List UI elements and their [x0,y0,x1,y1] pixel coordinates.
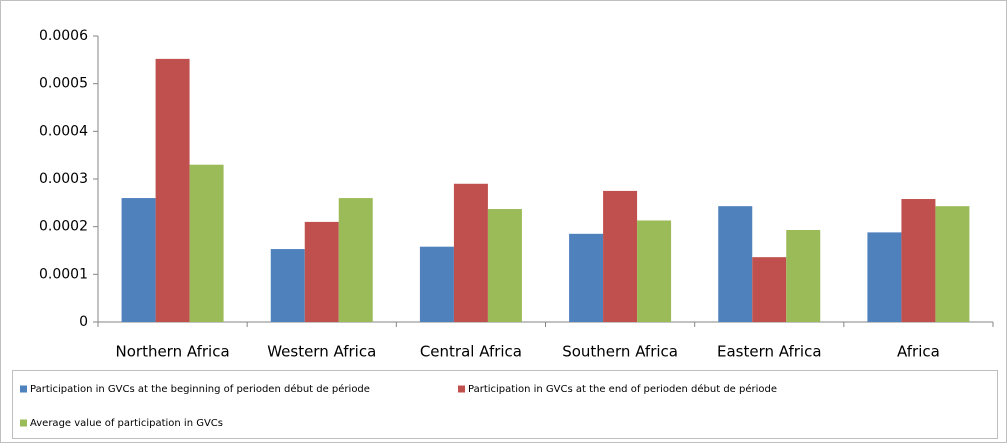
bar [637,220,672,322]
legend-swatch [458,385,465,393]
bar [304,221,339,322]
bar [603,190,638,322]
bar [453,183,488,322]
bar [569,233,604,322]
x-tick-label: Southern Africa [562,343,678,361]
y-tick-label: 0.0005 [39,76,88,92]
bar [487,209,522,322]
bar [270,249,305,322]
x-tick-label: Western Africa [267,343,376,361]
bar [901,199,936,322]
x-tick-label: Eastern Africa [717,343,822,361]
x-tick-label: Central Africa [420,343,522,361]
bar [752,257,787,322]
bar [338,198,373,322]
y-tick-label: 0 [79,314,88,330]
bar [786,230,821,322]
y-tick-label: 0.0003 [39,171,88,187]
bar [121,198,156,322]
bar [419,246,454,322]
legend-label: Participation in GVCs at the end of peri… [468,383,777,395]
bar [189,164,224,322]
y-tick-label: 0.0001 [39,266,88,282]
legend-swatch [20,419,27,427]
bar [155,58,190,322]
legend-label: Average value of participation in GVCs [30,418,223,429]
bar [718,206,753,322]
y-tick-label: 0.0006 [39,28,88,44]
y-tick-label: 0.0004 [39,123,88,139]
bar [935,206,970,322]
x-tick-label: Northern Africa [116,343,230,361]
legend-swatch [20,385,27,393]
legend-box [12,370,998,439]
x-tick-label: Africa [897,343,940,361]
bar [867,232,902,322]
y-tick-label: 0.0002 [39,219,88,235]
legend-label: Participation in GVCs at the beginning o… [30,383,370,395]
